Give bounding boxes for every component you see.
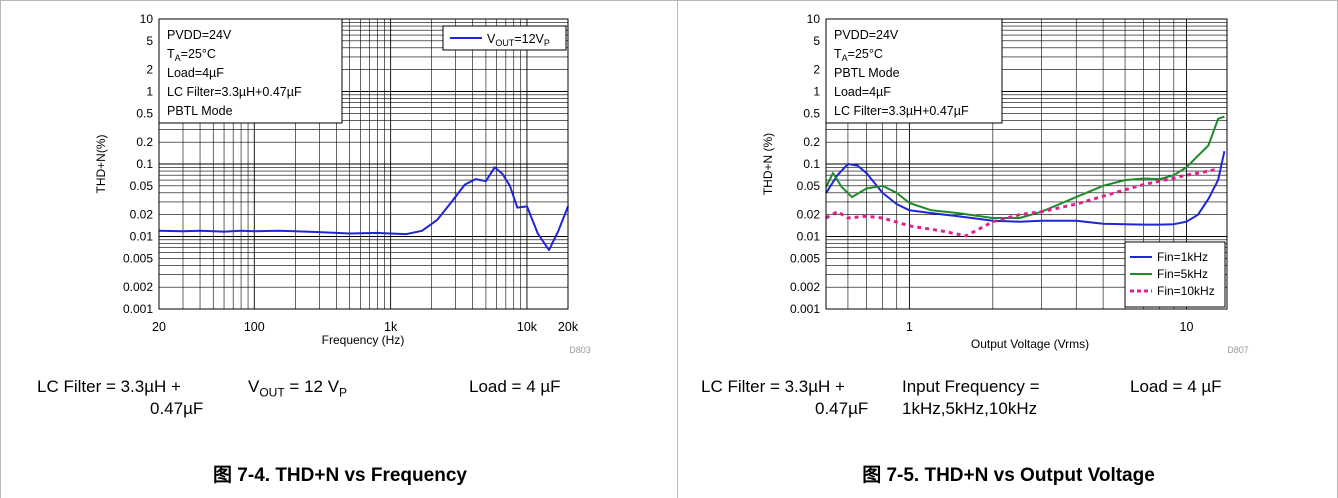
legend-label-5khz: Fin=5kHz xyxy=(1157,267,1208,281)
y-tick-label: 0.5 xyxy=(136,106,153,120)
y-tick-label: 0.001 xyxy=(123,302,153,316)
caption-lc-filter-line1: LC Filter = 3.3µH + xyxy=(37,377,181,396)
y-tick-label: 0.5 xyxy=(803,106,820,120)
y-tick-label: 1 xyxy=(146,85,153,99)
series-layer xyxy=(825,115,1226,238)
conditions-box xyxy=(825,18,1003,124)
y-tick-labels: 0.001 0.002 0.005 0.01 0.02 0.05 0.1 0.2 0.5 1 2 5 1… xyxy=(123,12,153,316)
caption-vout: VOUT = 12 VP xyxy=(248,377,348,400)
series-line-vout-12vp xyxy=(158,166,569,252)
conditions-box xyxy=(158,18,343,124)
condition-pvdd: PVDD=24V xyxy=(167,28,232,42)
condition-load: Load=4µF xyxy=(834,85,891,99)
caption-load: Load = 4 µF xyxy=(469,377,561,396)
figure-title: 图 7-5. THD+N vs Output Voltage xyxy=(862,465,1155,486)
y-tick-label: 0.05 xyxy=(130,179,154,193)
y-tick-label: 5 xyxy=(813,34,820,48)
chart-thdn-vs-frequency: 0.001 0.002 0.005 0.01 0.02 0.05 0.1 0.2 0.5 1 2 5 1… xyxy=(94,12,591,355)
series-line-fin-5khz xyxy=(825,115,1225,219)
y-tick-label: 10 xyxy=(807,12,821,26)
condition-lc-filter: LC Filter=3.3µH+0.47µF xyxy=(167,85,302,99)
y-tick-label: 0.02 xyxy=(797,208,821,222)
caption-lc-filter-line2: 0.47µF xyxy=(815,399,869,418)
plot-frame xyxy=(158,18,569,310)
y-tick-label: 0.1 xyxy=(136,157,153,171)
y-tick-label: 0.002 xyxy=(790,280,820,294)
y-tick-label: 0.001 xyxy=(790,302,820,316)
y-tick-label: 0.1 xyxy=(803,157,820,171)
panel-thdn-vs-output-voltage: 0.001 0.002 0.005 0.01 0.02 0.05 0.1 0.2 0.5 1 2 5 1… xyxy=(677,0,1338,498)
x-tick-label: 10 xyxy=(1180,320,1194,334)
x-tick-label: 1k xyxy=(384,320,398,334)
y-tick-label: 0.005 xyxy=(790,251,820,265)
y-tick-label: 1 xyxy=(813,85,820,99)
y-tick-label: 0.01 xyxy=(797,230,821,244)
x-axis-label: Output Voltage (Vrms) xyxy=(971,337,1089,351)
x-tick-label: 1 xyxy=(906,320,913,334)
x-axis-label: Frequency (Hz) xyxy=(322,333,405,347)
y-tick-label: 5 xyxy=(146,34,153,48)
y-axis-label: THD+N(%) xyxy=(94,134,108,193)
x-tick-label: 20k xyxy=(558,320,579,334)
figure-title: 图 7-4. THD+N vs Frequency xyxy=(213,465,467,486)
y-tick-label: 0.02 xyxy=(130,208,154,222)
condition-mode: PBTL Mode xyxy=(167,104,233,118)
legend-label-1khz: Fin=1kHz xyxy=(1157,250,1208,264)
caption-lc-filter-line2: 0.47µF xyxy=(150,399,204,418)
series-line-fin-10khz xyxy=(825,167,1219,238)
caption-load: Load = 4 µF xyxy=(1130,377,1222,396)
y-tick-label: 10 xyxy=(140,12,154,26)
x-tick-labels: 1 10 xyxy=(906,320,1194,334)
y-tick-label: 0.002 xyxy=(123,280,153,294)
y-tick-label: 2 xyxy=(146,63,153,77)
y-tick-label: 2 xyxy=(813,63,820,77)
chart-code: D807 xyxy=(1227,345,1249,355)
series-layer xyxy=(158,166,569,252)
x-tick-label: 100 xyxy=(244,320,265,334)
condition-lc-filter: LC Filter=3.3µH+0.47µF xyxy=(834,104,969,118)
chart-code: D803 xyxy=(569,345,591,355)
y-tick-label: 0.01 xyxy=(130,230,154,244)
y-tick-label: 0.05 xyxy=(797,179,821,193)
condition-ta: TA=25°C xyxy=(834,47,883,63)
y-tick-labels: 0.001 0.002 0.005 0.01 0.02 0.05 0.1 0.2 0.5 1 2 5 1… xyxy=(790,12,820,316)
y-axis-label: THD+N (%) xyxy=(761,133,775,195)
chart-thdn-vs-output-voltage: 0.001 0.002 0.005 0.01 0.02 0.05 0.1 0.2 0.5 1 2 5 1… xyxy=(761,12,1249,355)
condition-load: Load=4µF xyxy=(167,66,224,80)
caption-lc-filter-line1: LC Filter = 3.3µH + xyxy=(701,377,845,396)
condition-ta: TA=25°C xyxy=(167,47,216,63)
caption-input-frequency-line1: Input Frequency = xyxy=(902,377,1040,396)
y-tick-label: 0.005 xyxy=(123,251,153,265)
x-tick-label: 10k xyxy=(517,320,538,334)
panel-thdn-vs-frequency: 0.001 0.002 0.005 0.01 0.02 0.05 0.1 0.2 0.5 1 2 5 1… xyxy=(0,0,678,498)
legend-label-10khz: Fin=10kHz xyxy=(1157,284,1215,298)
condition-pvdd: PVDD=24V xyxy=(834,28,899,42)
series-line-fin-1khz xyxy=(825,150,1226,226)
y-tick-label: 0.2 xyxy=(803,135,820,149)
condition-mode: PBTL Mode xyxy=(834,66,900,80)
x-tick-labels: 20 100 1k 10k 20k xyxy=(152,320,579,334)
plot-frame xyxy=(825,18,1228,310)
y-tick-label: 0.2 xyxy=(136,135,153,149)
x-tick-label: 20 xyxy=(152,320,166,334)
caption-input-frequency-line2: 1kHz,5kHz,10kHz xyxy=(902,399,1038,418)
